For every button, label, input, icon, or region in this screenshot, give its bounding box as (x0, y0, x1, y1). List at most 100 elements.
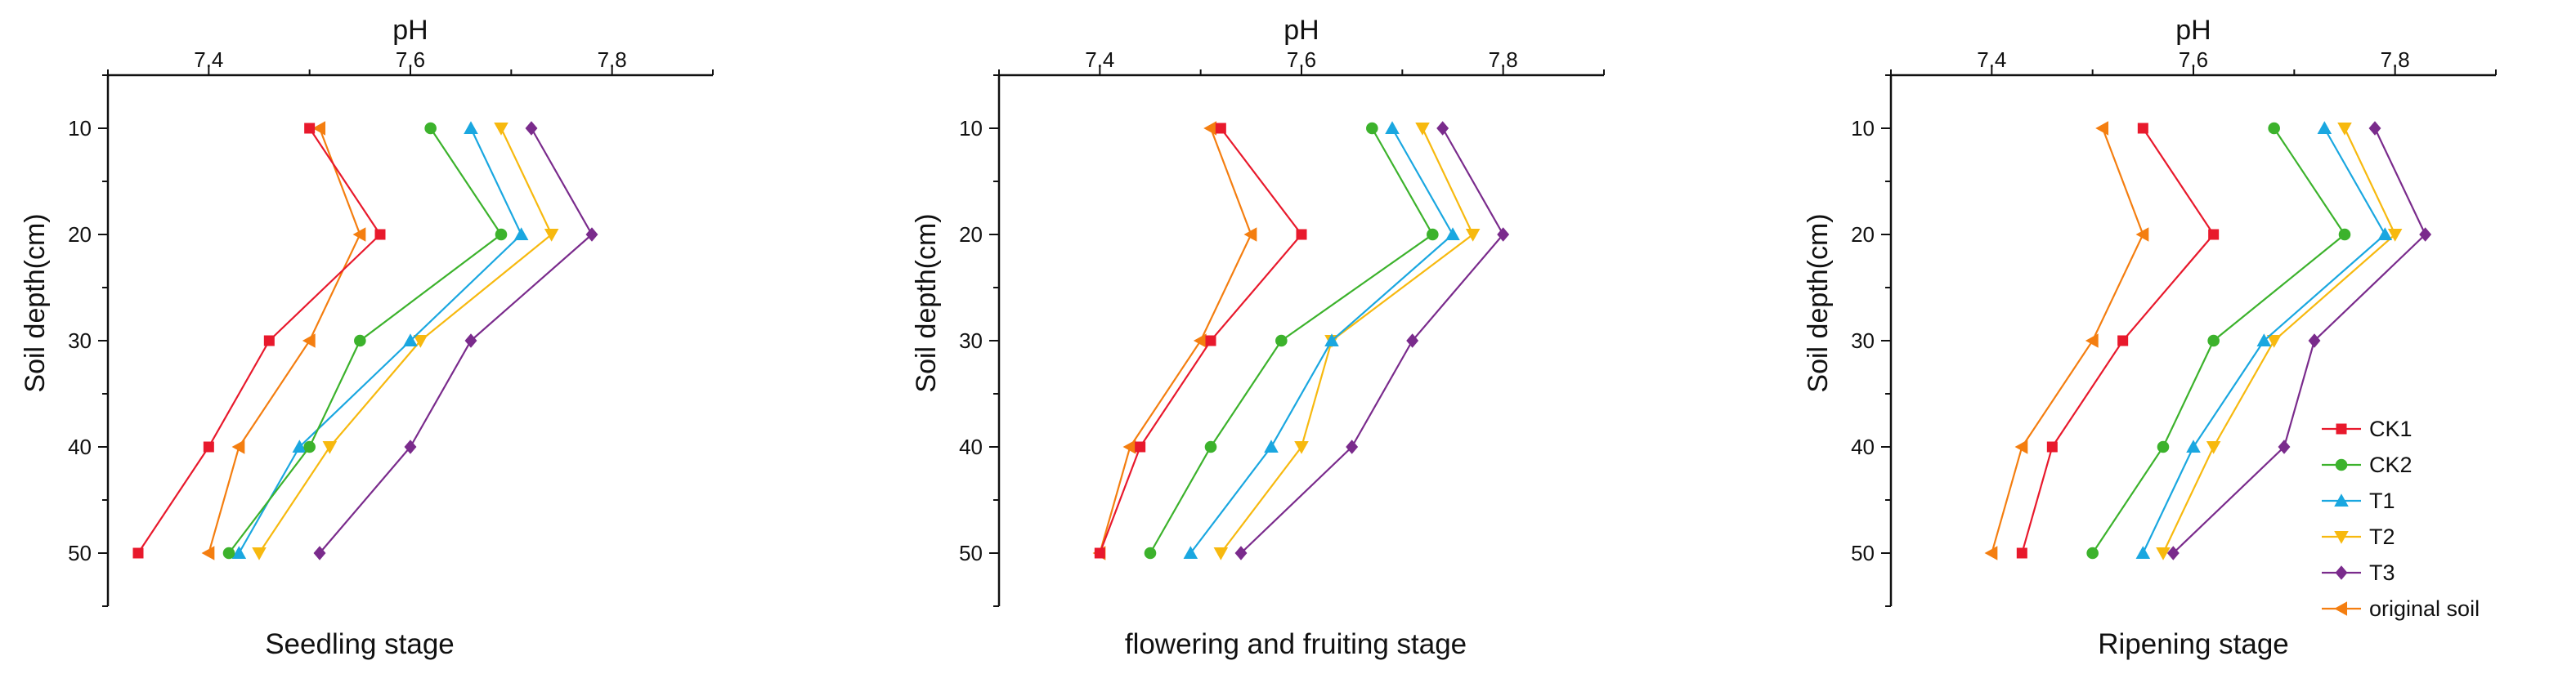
data-point (1204, 440, 1217, 453)
y-tick-label: 50 (68, 541, 92, 565)
data-point (2014, 440, 2028, 454)
data-point (495, 228, 508, 241)
data-point (464, 333, 477, 348)
series-line (1149, 127, 1434, 554)
data-point (2208, 229, 2220, 240)
data-point (1234, 546, 1248, 560)
data-point (1264, 440, 1279, 453)
y-tick-label: 20 (959, 222, 983, 247)
data-point (1094, 547, 1105, 559)
data-point (1122, 440, 1136, 454)
axes (989, 65, 1605, 607)
series-ck1 (2016, 123, 2220, 559)
data-point (1183, 546, 1198, 560)
data-point (2135, 546, 2151, 560)
data-point (2207, 334, 2220, 347)
data-point (2419, 227, 2432, 242)
data-point (1203, 121, 1217, 136)
data-point (525, 121, 538, 136)
data-point (222, 547, 235, 560)
data-point (252, 547, 267, 560)
series-ck2 (1144, 122, 1439, 560)
x-tick-labels: 7.4 7.6 7.8 (1085, 47, 1517, 72)
data-point (2387, 228, 2403, 242)
series-t2 (2156, 122, 2403, 560)
y-tick-label: 10 (1851, 116, 1875, 141)
y-tick-labels: 10 20 30 40 50 (68, 116, 92, 565)
legend-label: original soil (2369, 596, 2480, 621)
data-point (1324, 333, 1339, 347)
data-point (2016, 547, 2027, 559)
y-tick-label: 40 (1851, 435, 1875, 459)
data-point (374, 229, 386, 240)
x-axis-title: pH (392, 15, 428, 46)
y-tick-label: 30 (959, 328, 983, 353)
series-original-soil (1984, 121, 2149, 560)
data-point (1436, 121, 1449, 136)
axes (98, 65, 714, 607)
y-tick-label: 50 (959, 541, 983, 565)
data-point (2377, 227, 2393, 241)
x-axis-title: pH (1284, 15, 1319, 46)
series-ck2 (222, 122, 508, 560)
series-t1 (2135, 121, 2393, 560)
chart-panel-ripening: pH Soil depth(cm) Ripening stage 7.4 7.6… (1803, 15, 2497, 660)
y-axis-title: Soil depth(cm) (20, 213, 51, 392)
legend-label: T3 (2369, 560, 2395, 585)
data-point (2308, 333, 2321, 348)
data-point (1445, 227, 1460, 241)
data-point (464, 121, 478, 135)
data-point (313, 546, 326, 560)
series-t3 (313, 121, 598, 560)
data-point (263, 335, 275, 346)
data-point (292, 440, 307, 453)
data-point (304, 123, 316, 134)
data-point (1243, 227, 1257, 242)
data-point (1366, 122, 1378, 135)
data-point (2137, 123, 2148, 134)
series-original-soil (201, 121, 366, 560)
data-point (2317, 121, 2332, 135)
data-point (513, 227, 529, 241)
legend-label: T2 (2369, 525, 2395, 549)
data-point (2368, 121, 2381, 136)
data-point (2095, 121, 2109, 136)
y-tick-label: 10 (68, 116, 92, 141)
data-point (2135, 227, 2149, 242)
legend-label: CK2 (2369, 453, 2412, 477)
data-point (2046, 441, 2058, 453)
y-tick-labels: 10 20 30 40 50 (1851, 116, 1875, 565)
data-point (1497, 227, 1510, 242)
data-point (1144, 547, 1157, 560)
data-point (302, 333, 316, 348)
data-point (322, 440, 338, 454)
data-point (203, 441, 214, 453)
series-t1 (1183, 121, 1460, 560)
series-t2 (1213, 122, 1481, 560)
y-tick-label: 20 (1851, 222, 1875, 247)
data-point (2086, 547, 2099, 560)
data-point (1346, 440, 1359, 454)
data-point (2337, 122, 2352, 136)
legend-marker (2334, 530, 2349, 544)
data-point (1135, 441, 1146, 453)
legend-marker (2335, 565, 2348, 580)
data-point (1465, 228, 1481, 242)
data-point (2157, 440, 2170, 453)
data-point (2278, 440, 2291, 454)
data-point (1984, 546, 1998, 560)
data-point (231, 440, 245, 454)
data-point (2156, 547, 2171, 560)
y-tick-labels: 10 20 30 40 50 (959, 116, 983, 565)
series-ck1 (132, 123, 386, 559)
series-line (1220, 127, 1475, 554)
y-tick-label: 20 (68, 222, 92, 247)
y-tick-label: 30 (1851, 328, 1875, 353)
data-point (403, 333, 418, 347)
legend-label: CK1 (2369, 417, 2412, 441)
data-point (424, 122, 437, 135)
data-point (1205, 335, 1216, 346)
data-point (231, 546, 247, 560)
data-point (585, 227, 598, 242)
data-point (2085, 333, 2099, 348)
